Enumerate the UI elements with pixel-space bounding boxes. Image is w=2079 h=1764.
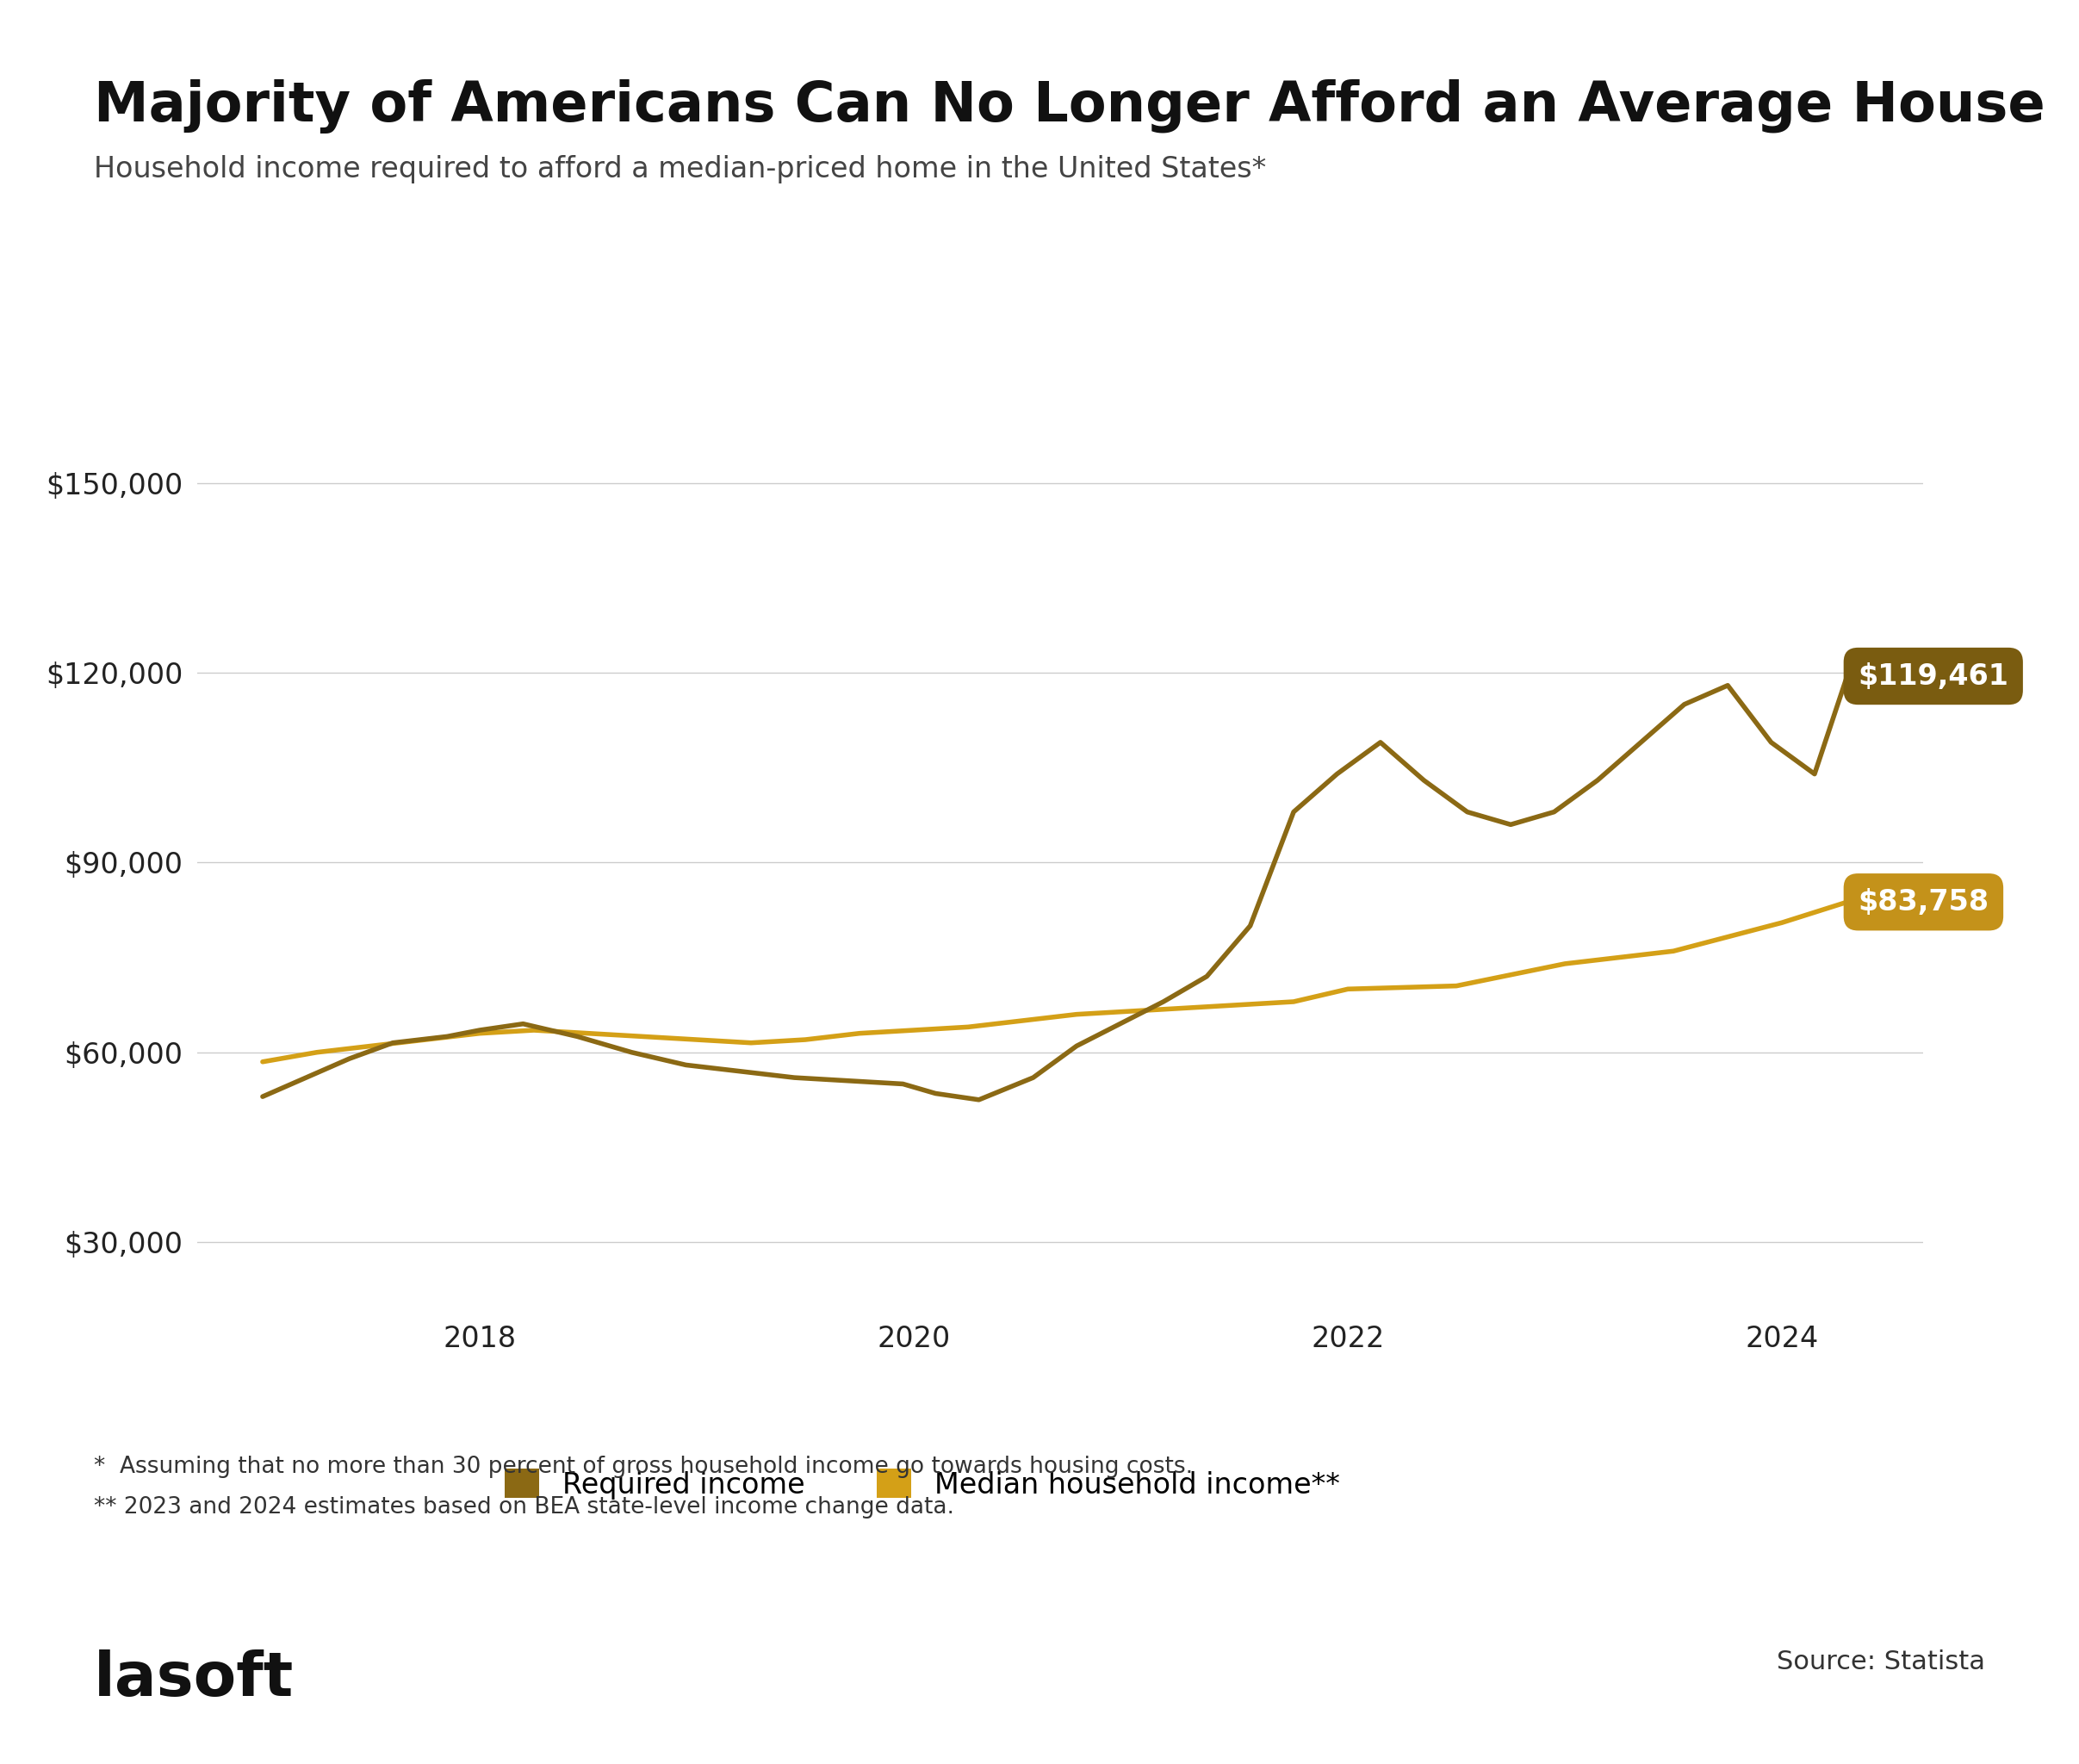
Text: ** 2023 and 2024 estimates based on BEA state-level income change data.: ** 2023 and 2024 estimates based on BEA …: [94, 1496, 954, 1519]
Legend: Required income, Median household income**: Required income, Median household income…: [493, 1457, 1351, 1510]
Text: *  Assuming that no more than 30 percent of gross household income go towards ho: * Assuming that no more than 30 percent …: [94, 1455, 1193, 1478]
Text: lasoft: lasoft: [94, 1649, 293, 1709]
Text: Majority of Americans Can No Longer Afford an Average House: Majority of Americans Can No Longer Affo…: [94, 79, 2046, 134]
Text: Source: Statista: Source: Statista: [1778, 1649, 1985, 1674]
Text: $83,758: $83,758: [1859, 887, 1990, 916]
Text: Household income required to afford a median-priced home in the United States*: Household income required to afford a me…: [94, 155, 1266, 183]
Text: $119,461: $119,461: [1859, 662, 2008, 690]
